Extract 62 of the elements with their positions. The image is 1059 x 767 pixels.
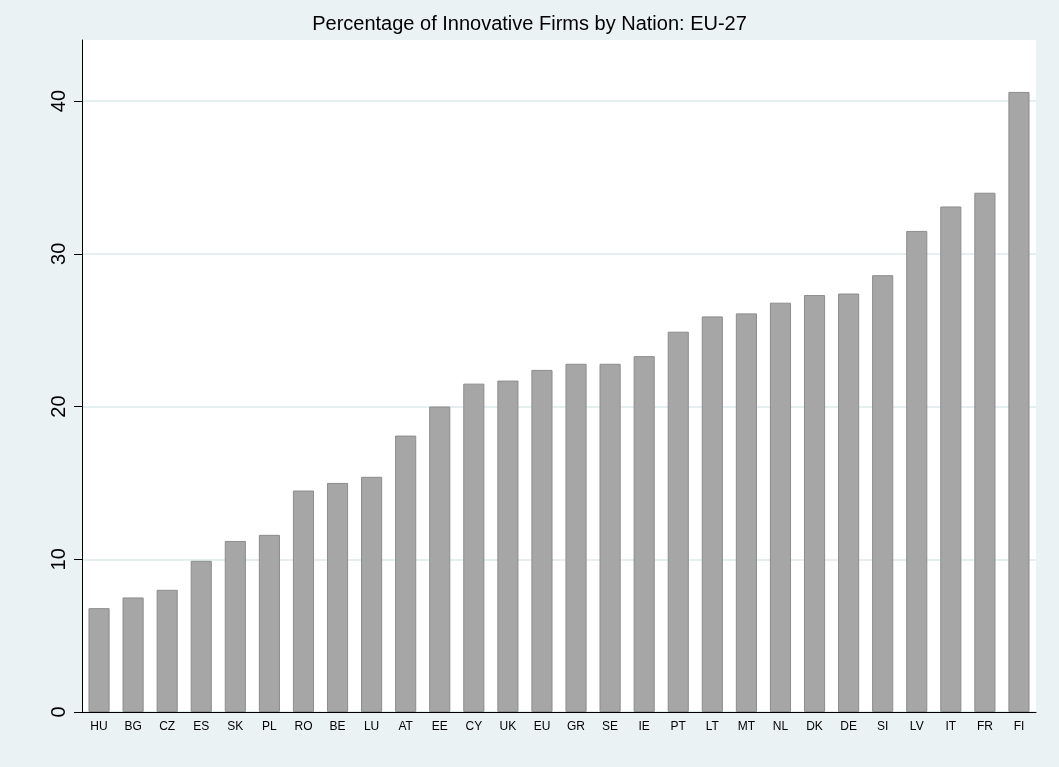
x-tick-label: PL — [262, 719, 278, 733]
y-tick-label: 10 — [47, 548, 69, 571]
x-tick-label: NL — [772, 719, 789, 733]
x-tick-label: AT — [398, 719, 414, 733]
y-tick-label: 40 — [47, 89, 69, 113]
x-tick-label: EE — [431, 719, 448, 733]
x-tick-label: FI — [1013, 719, 1025, 733]
bar — [531, 369, 553, 712]
bar — [122, 597, 144, 712]
chart-title: Percentage of Innovative Firms by Nation: EU-27 — [312, 12, 747, 34]
x-tick-label: DK — [806, 719, 823, 733]
x-tick-label: DE — [840, 719, 857, 733]
x-tick-label: FR — [976, 719, 994, 733]
bar — [429, 406, 451, 712]
x-tick-label: CZ — [159, 719, 176, 733]
x-tick-label: SI — [877, 719, 889, 733]
bar — [599, 363, 621, 712]
x-tick-label: ES — [193, 719, 210, 733]
bar — [872, 275, 894, 712]
x-tick-label: MT — [737, 719, 756, 733]
bar — [292, 490, 315, 712]
bar — [735, 313, 757, 712]
x-tick-label: BE — [329, 719, 346, 733]
bar — [974, 192, 996, 712]
bar — [769, 302, 792, 712]
bar — [395, 435, 417, 712]
bar — [258, 534, 280, 712]
bar — [803, 295, 826, 712]
bar — [838, 293, 860, 712]
bar — [701, 316, 723, 712]
x-tick-label: LV — [909, 719, 924, 733]
x-tick-label: BG — [124, 719, 142, 733]
x-tick-label: LU — [363, 719, 380, 733]
x-tick-label: GR — [567, 719, 586, 733]
bar — [463, 383, 485, 712]
x-tick-label: RO — [294, 719, 313, 733]
bar — [633, 356, 655, 712]
x-tick-label: PT — [670, 719, 687, 733]
x-tick-label: SE — [602, 719, 619, 733]
y-tick-label: 30 — [47, 242, 69, 265]
x-tick-label: IE — [638, 719, 650, 733]
bar — [565, 363, 587, 712]
bar — [497, 380, 519, 712]
bar — [906, 230, 928, 712]
bar — [224, 540, 246, 712]
x-tick-label: IT — [945, 719, 957, 733]
x-tick-label: UK — [499, 719, 517, 733]
x-tick-label: SK — [227, 719, 244, 733]
bar — [88, 608, 110, 712]
x-tick-label: LT — [705, 719, 720, 733]
bar — [940, 206, 962, 712]
bar — [1008, 91, 1030, 712]
bar — [156, 589, 178, 712]
y-tick-label: 20 — [47, 395, 69, 418]
bar — [361, 476, 383, 712]
x-tick-label: CY — [465, 719, 483, 733]
x-tick-label: HU — [90, 719, 108, 733]
x-tick-label: EU — [533, 719, 551, 733]
bar — [667, 331, 689, 712]
y-tick-label: 0 — [47, 706, 69, 718]
bar — [326, 482, 349, 712]
bar — [190, 560, 212, 712]
